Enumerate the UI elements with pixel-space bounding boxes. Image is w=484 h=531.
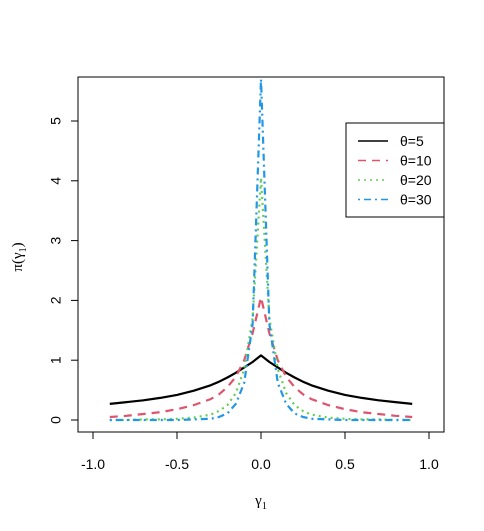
y-tick-label: 2 bbox=[48, 296, 64, 304]
x-tick-label: -0.5 bbox=[165, 456, 189, 472]
legend-label: θ=20 bbox=[400, 172, 432, 188]
x-tick-label: 1.0 bbox=[419, 456, 439, 472]
x-tick-label: 0.5 bbox=[335, 456, 355, 472]
legend-label: θ=30 bbox=[400, 192, 432, 208]
x-tick-label: -1.0 bbox=[81, 456, 105, 472]
y-tick-label: 3 bbox=[48, 236, 64, 244]
x-tick-label: 0.0 bbox=[251, 456, 271, 472]
y-axis-title: π(γ1) bbox=[10, 242, 29, 271]
y-axis: 0 1 2 3 4 5 bbox=[48, 117, 79, 424]
y-tick-label: 1 bbox=[48, 356, 64, 364]
legend: θ=5 θ=10 θ=20 θ=30 bbox=[345, 122, 445, 218]
x-axis-title: γ1 bbox=[254, 493, 267, 512]
legend-box bbox=[345, 122, 445, 218]
x-axis: -1.0 -0.5 0.0 0.5 1.0 bbox=[81, 431, 439, 472]
legend-label: θ=5 bbox=[400, 133, 424, 149]
legend-label: θ=10 bbox=[400, 153, 432, 169]
y-tick-label: 0 bbox=[48, 416, 64, 424]
y-tick-label: 5 bbox=[48, 117, 64, 125]
series-line-2 bbox=[109, 176, 413, 422]
series-layer bbox=[109, 77, 413, 422]
series-line-0 bbox=[109, 354, 413, 405]
y-tick-label: 4 bbox=[48, 177, 64, 185]
